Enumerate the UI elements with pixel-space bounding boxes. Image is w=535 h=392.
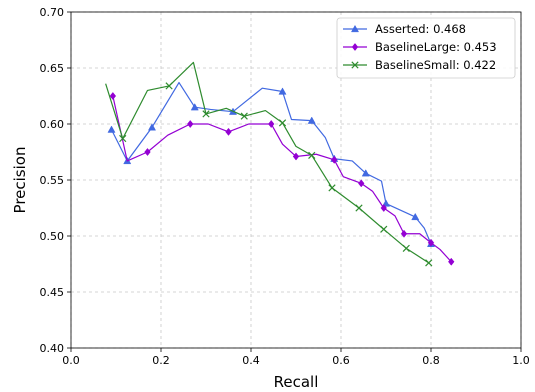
data-point-asserted xyxy=(190,103,199,111)
data-point-asserted xyxy=(361,169,370,177)
y-tick-label: 0.50 xyxy=(40,230,65,243)
data-point-baselinelarge xyxy=(400,229,408,238)
x-axis-label: Recall xyxy=(274,373,319,391)
x-tick-label: 0.4 xyxy=(242,354,260,367)
series-line-baselinelarge xyxy=(112,95,452,263)
data-point-baselinelarge xyxy=(187,119,194,129)
data-point-baselinesmall xyxy=(278,119,287,127)
legend-marker xyxy=(351,42,359,52)
legend-item-baselinesmall: BaselineSmall: 0.422 xyxy=(343,58,496,72)
data-point-baselinelarge xyxy=(109,91,117,101)
data-point-baselinesmall xyxy=(355,204,363,212)
legend-label: Asserted: 0.468 xyxy=(375,22,466,36)
data-point-baselinelarge xyxy=(292,152,300,161)
legend-label: BaselineSmall: 0.422 xyxy=(375,58,496,72)
data-point-baselinesmall xyxy=(380,225,388,233)
data-point-baselinesmall xyxy=(425,259,433,267)
data-point-asserted xyxy=(107,125,116,133)
data-point-baselinesmall xyxy=(165,82,173,90)
series-line-baselinesmall xyxy=(105,61,430,264)
y-tick-label: 0.70 xyxy=(40,6,65,19)
x-tick-label: 0.2 xyxy=(152,354,170,367)
series-line-asserted xyxy=(110,81,432,245)
data-point-baselinelarge xyxy=(268,119,275,129)
data-point-asserted xyxy=(307,116,316,124)
data-point-baselinelarge xyxy=(358,179,365,188)
y-tick-label: 0.55 xyxy=(40,174,65,187)
legend: Asserted: 0.468 BaselineLarge: 0.453 Basel… xyxy=(336,17,516,79)
legend-item-baselinelarge: BaselineLarge: 0.453 xyxy=(343,40,497,54)
series-baselinelarge xyxy=(109,91,455,266)
y-tick-label: 0.60 xyxy=(40,118,65,131)
data-point-baselinelarge xyxy=(331,155,338,164)
data-point-baselinesmall xyxy=(202,110,210,118)
x-tick-label: 0.0 xyxy=(62,354,80,367)
y-tick-label: 0.45 xyxy=(40,286,65,299)
x-tick-label: 1.0 xyxy=(512,354,530,367)
data-point-baselinelarge xyxy=(225,127,232,136)
data-point-asserted xyxy=(147,123,157,131)
x-tick-label: 0.8 xyxy=(422,354,440,367)
series-asserted xyxy=(107,81,436,247)
axis-ticks: 0.0 0.2 0.4 0.6 0.8 1.0 0.40 0.45 0.50 0.55 0.60 0.… xyxy=(40,6,530,367)
data-point-baselinelarge xyxy=(380,203,387,213)
legend-item-asserted: Asserted: 0.468 xyxy=(343,22,466,36)
series-lines xyxy=(105,61,455,267)
data-point-baselinesmall xyxy=(308,151,316,159)
data-point-asserted xyxy=(278,87,287,95)
legend-label: BaselineLarge: 0.453 xyxy=(375,40,497,54)
legend-marker xyxy=(351,61,359,69)
data-point-baselinesmall xyxy=(119,134,127,143)
data-point-baselinesmall xyxy=(328,184,336,192)
series-baselinesmall xyxy=(105,61,433,267)
y-tick-label: 0.40 xyxy=(40,342,65,355)
legend-box xyxy=(336,17,516,79)
y-tick-label: 0.65 xyxy=(40,62,65,75)
x-tick-label: 0.6 xyxy=(332,354,350,367)
data-point-baselinelarge xyxy=(427,238,435,247)
data-point-baselinelarge xyxy=(144,147,151,157)
data-point-baselinesmall xyxy=(240,112,248,120)
data-point-baselinelarge xyxy=(448,257,455,266)
y-axis-label: Precision xyxy=(11,147,29,214)
data-point-baselinesmall xyxy=(402,244,410,252)
legend-marker xyxy=(350,24,360,33)
data-point-asserted xyxy=(411,212,420,221)
